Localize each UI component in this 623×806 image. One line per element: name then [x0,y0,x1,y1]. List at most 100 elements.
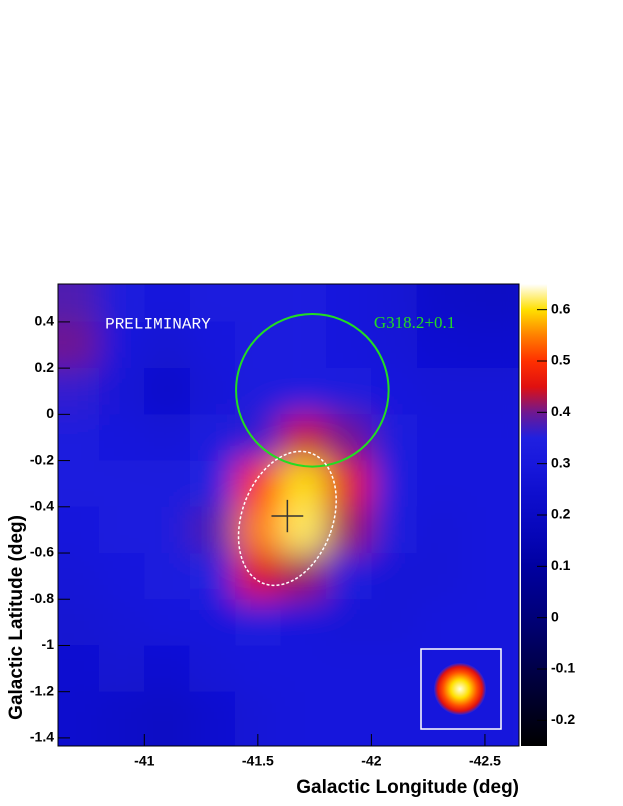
heatmap-cell [144,599,191,646]
psf-box [420,648,502,730]
y-axis-title: Galactic Latitude (deg) [6,515,27,720]
heatmap-cell [416,321,463,369]
heatmap-cell [144,737,191,746]
heatmap-cell [325,284,372,323]
colorbar-tick-label: 0.1 [551,557,571,573]
heatmap-cell [189,368,236,415]
heatmap-cell [280,553,327,600]
heatmap-cell [235,691,282,739]
heatmap-cell [189,506,236,554]
heatmap-cell [462,506,519,554]
heatmap-cell [189,737,236,746]
heatmap-cell [462,460,519,508]
heatmap-cell [371,368,418,415]
heatmap-cell [58,553,100,600]
heatmap-cell [416,737,463,746]
heatmap-cell [98,414,145,462]
heatmap-cell [416,368,463,415]
heatmap-cell [280,691,327,739]
x-tick-label: -41.5 [242,753,274,769]
heatmap-cell [58,284,100,323]
heatmap-cell [189,321,236,369]
heatmap-cell [189,645,236,693]
psf-source [434,663,486,715]
heatmap-cell [462,737,519,746]
heatmap-cell [416,553,463,600]
y-tick-label: -1.4 [30,729,54,745]
heatmap-cell [98,506,145,554]
heatmap-cell [189,691,236,739]
y-tick-label: -1.2 [30,682,54,698]
heatmap-cell [462,368,519,415]
heatmap-cell [280,321,327,369]
watermark: PRELIMINARY [105,315,211,333]
heatmap-cell [371,460,418,508]
y-tick-label: -1 [42,636,55,652]
heatmap-cell [235,599,282,646]
heatmap-cell [58,599,100,646]
heatmap-cell [325,737,372,746]
heatmap-cell [416,414,463,462]
colorbar-tick-label: 0 [551,608,559,624]
heatmap-cell [371,321,418,369]
y-tick-label: -0.4 [30,497,54,513]
heatmap-cell [325,460,372,508]
heatmap-cell [371,691,418,739]
heatmap-cell [325,691,372,739]
heatmap-cell [462,553,519,600]
heatmap-cell [144,645,191,693]
heatmap-cell [280,645,327,693]
heatmap-cell [280,414,327,462]
heatmap-cell [325,506,372,554]
heatmap-cell [189,599,236,646]
heatmap-cell [462,414,519,462]
x-tick-label: -42 [361,753,381,769]
heatmap-cell [325,645,372,693]
heatmap-cell [371,414,418,462]
heatmap-cell [235,368,282,415]
y-tick-label: 0 [46,405,54,421]
colorbar-tick-label: 0.5 [551,352,571,368]
heatmap-cell [144,460,191,508]
heatmap-cell [371,599,418,646]
heatmap-cell [325,553,372,600]
heatmap-cell [416,460,463,508]
colorbar-tick-label: 0.4 [551,403,571,419]
x-tick-label: -42.5 [469,753,501,769]
heatmap-cell [144,506,191,554]
x-axis-title: Galactic Longitude (deg) [296,777,519,798]
heatmap-cell [235,553,282,600]
y-tick-label: -0.8 [30,590,54,606]
heatmap-cell [144,284,191,323]
source-label: G318.2+0.1 [374,313,455,332]
heatmap-cell [416,506,463,554]
heatmap [58,284,519,746]
heatmap-cell [189,284,236,323]
heatmap-cell [280,599,327,646]
plot-area: G318.2+0.1 PRELIMINARY [58,284,519,746]
heatmap-cell [144,553,191,600]
heatmap-cell [98,368,145,415]
heatmap-cell [98,599,145,646]
x-tick-label: -41 [134,753,154,769]
heatmap-cell [462,321,519,369]
heatmap-cell [462,284,519,323]
heatmap-cell [144,691,191,739]
colorbar-tick-label: 0.6 [551,300,571,316]
y-tick-label: 0.4 [35,313,55,329]
heatmap-cell [144,414,191,462]
heatmap-cell [416,284,463,323]
colorbar-tick-label: -0.2 [551,711,575,727]
heatmap-cell [58,368,100,415]
heatmap-cell [325,321,372,369]
heatmap-cell [189,553,236,600]
heatmap-cell [325,599,372,646]
heatmap-cell [280,737,327,746]
heatmap-cell [58,414,100,462]
y-tick-label: -0.2 [30,451,54,467]
heatmap-cell [235,645,282,693]
plot-frame [57,283,520,747]
y-tick-label: 0.2 [35,359,55,375]
heatmap-cell [144,368,191,415]
